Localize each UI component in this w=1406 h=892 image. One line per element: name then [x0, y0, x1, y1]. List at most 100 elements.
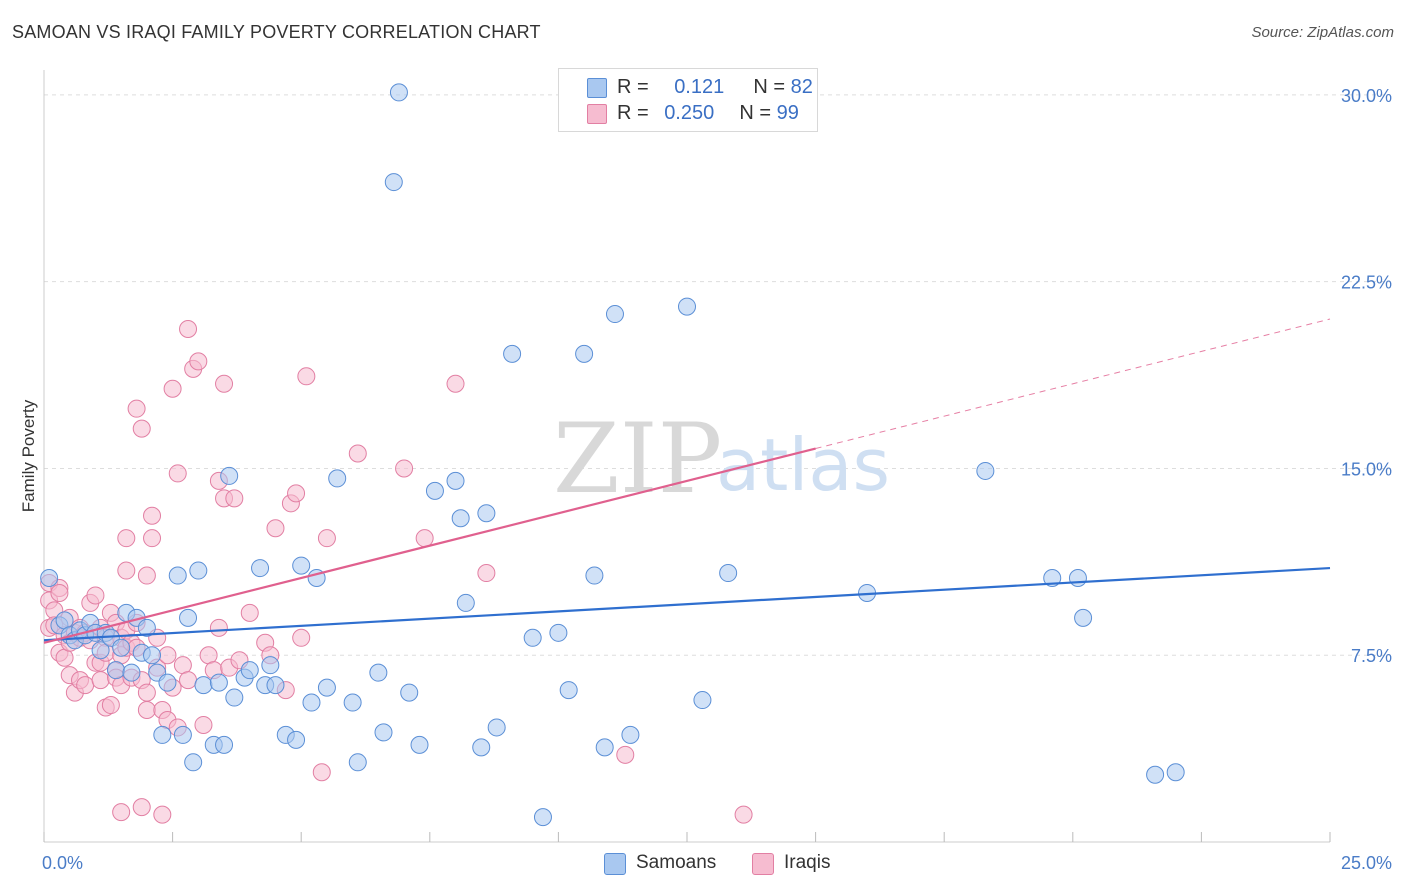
samoans-point	[158, 673, 177, 692]
tick-labels: 7.5% 15.0% 22.5% 30.0% 0.0% 25.0%	[42, 86, 1392, 873]
legend-label-samoans: Samoans	[636, 852, 717, 873]
iraqis-point	[266, 519, 285, 538]
legend-n-label: N =	[753, 76, 786, 98]
x-tick-label: 25.0%	[1341, 853, 1392, 873]
samoans-trend-line	[43, 566, 1331, 642]
samoans-point	[179, 608, 198, 627]
legend-label-iraqis: Iraqis	[784, 852, 831, 873]
legend-r-value: 0.250	[664, 102, 715, 124]
samoans-point	[575, 344, 594, 363]
samoans-point	[472, 738, 491, 757]
samoans-point	[292, 556, 311, 575]
iraqis-point	[215, 374, 234, 393]
iraqis-point	[143, 529, 162, 548]
y-tick-label: 15.0%	[1341, 459, 1392, 479]
samoans-point	[112, 638, 131, 657]
y-axis-label: Family Poverty	[19, 399, 38, 512]
iraqis-point	[179, 671, 198, 690]
legend-n-label: N =	[739, 102, 772, 124]
iraqis-point	[158, 646, 177, 665]
iraqis-point	[225, 489, 244, 508]
samoans-point	[215, 735, 234, 754]
samoans-point	[693, 691, 712, 710]
samoans-point	[266, 676, 285, 695]
samoans-point	[549, 623, 568, 642]
samoans-point	[189, 561, 208, 580]
correlation-legend: R = 0.121 N = 82 R = 0.250 N = 99	[558, 68, 818, 132]
iraqis-point	[348, 444, 367, 463]
samoans-point	[143, 646, 162, 665]
iraqis-point	[132, 419, 151, 438]
samoans-point	[533, 808, 552, 827]
samoans-point	[400, 683, 419, 702]
samoans-point	[173, 725, 192, 744]
iraqis-point	[168, 464, 187, 483]
iraqis-point	[117, 561, 136, 580]
samoans-point	[384, 173, 403, 192]
iraqis-points	[40, 319, 753, 824]
iraqis-trend-extension	[815, 318, 1331, 450]
x-tick-label: 0.0%	[42, 853, 83, 873]
iraqis-point	[137, 566, 156, 585]
grid-lines	[44, 94, 1390, 656]
samoans-point	[317, 678, 336, 697]
iraqis-point	[734, 805, 753, 824]
legend-r-label: R =	[617, 76, 649, 98]
samoans-point	[343, 693, 362, 712]
iraqis-point	[317, 529, 336, 548]
samoans-swatch	[587, 78, 607, 98]
samoans-point	[477, 504, 496, 523]
samoans-point	[446, 471, 465, 490]
iraqis-point	[117, 529, 136, 548]
iraqis-point	[297, 367, 316, 386]
iraqis-point	[395, 459, 414, 478]
samoans-point	[1043, 569, 1062, 588]
samoans-point	[55, 611, 74, 630]
samoans-point	[1166, 763, 1185, 782]
iraqis-point	[415, 529, 434, 548]
samoans-point	[678, 297, 696, 316]
legend-r-value: 0.121	[674, 76, 725, 98]
iraqis-point	[199, 646, 218, 665]
samoans-points	[40, 83, 1185, 827]
samoans-point	[374, 723, 393, 742]
legend-r-label: R =	[617, 102, 649, 124]
iraqis-swatch	[587, 104, 607, 124]
samoans-point	[719, 564, 738, 583]
samoans-point	[107, 661, 126, 680]
samoans-point	[487, 718, 506, 737]
samoans-point	[302, 693, 321, 712]
y-tick-label: 22.5%	[1341, 273, 1392, 293]
samoans-point	[503, 344, 522, 363]
samoans-point	[261, 656, 280, 675]
samoans-point	[1074, 608, 1093, 627]
samoans-point	[168, 566, 187, 585]
iraqis-point	[292, 628, 311, 647]
iraqis-point	[163, 379, 182, 398]
samoans-point	[194, 676, 213, 695]
samoans-point	[225, 688, 244, 707]
samoans-point	[287, 730, 306, 749]
iraqis-point	[446, 374, 465, 393]
samoans-point	[605, 305, 624, 324]
iraqis-point	[240, 603, 259, 622]
iraqis-swatch	[752, 853, 774, 875]
iraqis-point	[189, 352, 208, 371]
y-tick-label: 30.0%	[1341, 86, 1392, 106]
samoans-point	[328, 469, 347, 488]
samoans-point	[209, 673, 228, 692]
samoans-point	[523, 628, 542, 647]
iraqis-point	[132, 798, 151, 817]
samoans-point	[1068, 569, 1087, 588]
iraqis-point	[179, 319, 198, 338]
samoans-point	[559, 681, 578, 700]
samoans-point	[456, 593, 475, 612]
iraqis-point	[153, 805, 172, 824]
iraqis-point	[287, 484, 306, 503]
samoans-point	[137, 618, 156, 637]
iraqis-point	[91, 671, 110, 690]
samoans-swatch	[604, 853, 626, 875]
samoans-point	[976, 461, 995, 480]
iraqis-point	[86, 586, 105, 605]
